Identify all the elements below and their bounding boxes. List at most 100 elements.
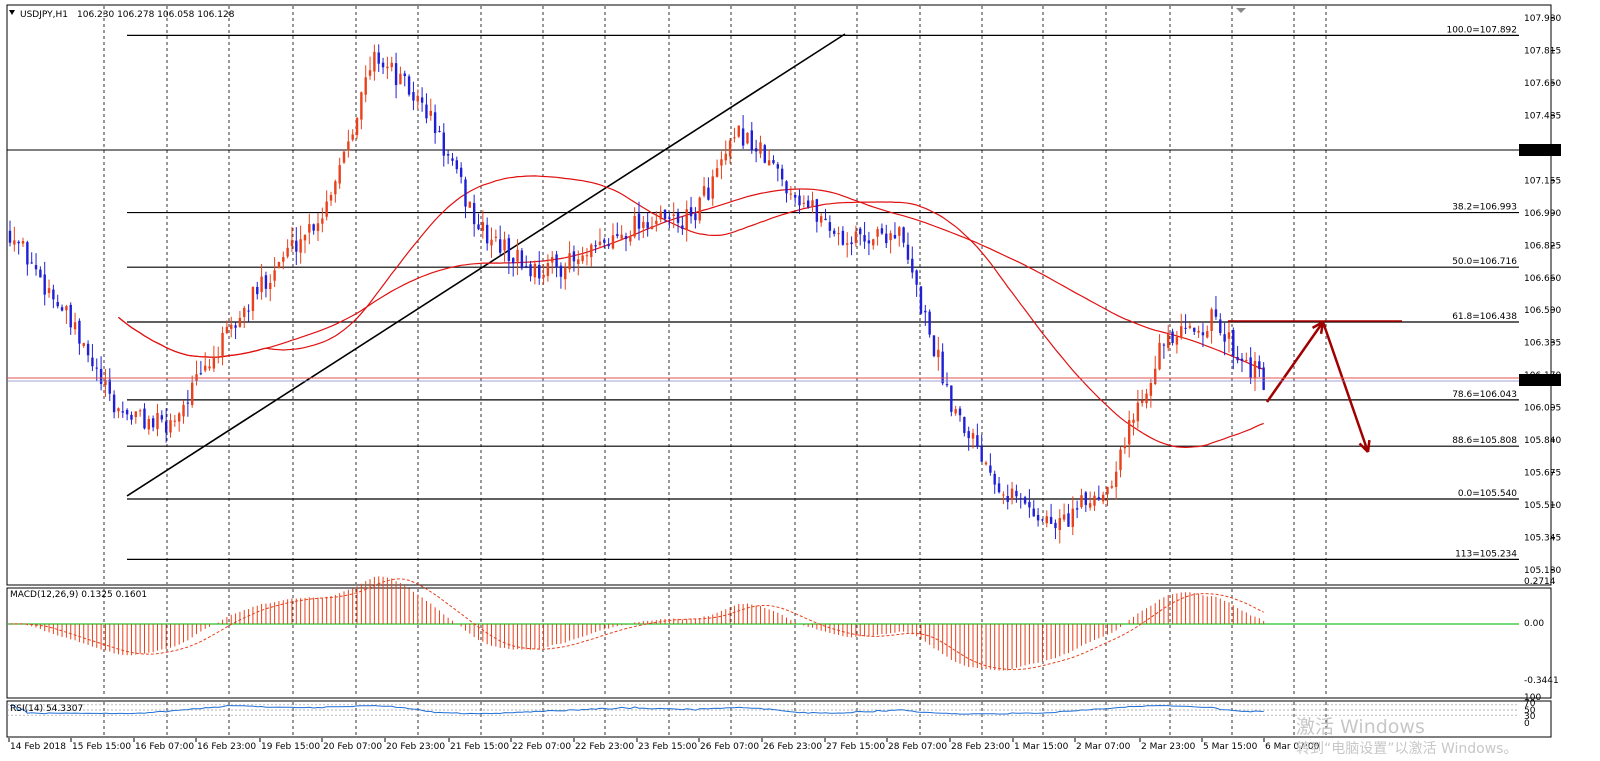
candle-body xyxy=(806,200,810,208)
price-axis-label: 105.180 xyxy=(1524,566,1561,576)
candle-body xyxy=(1062,514,1066,520)
candle-body xyxy=(1088,503,1092,508)
candle-body xyxy=(386,66,389,69)
candle-body xyxy=(243,307,246,317)
candle-body xyxy=(1227,332,1231,339)
candle-body xyxy=(30,262,33,264)
candle-body xyxy=(1049,516,1053,524)
candle-body xyxy=(950,385,953,412)
time-axis-label: 22 Feb 23:00 xyxy=(575,742,634,752)
candle-body xyxy=(481,222,485,231)
candle-body xyxy=(932,335,936,357)
candle-body xyxy=(624,236,628,239)
candle-body xyxy=(867,240,871,244)
candle-body xyxy=(655,220,658,225)
candle-body xyxy=(607,244,610,247)
candle-body xyxy=(446,154,450,156)
candle-body xyxy=(854,231,858,243)
candle-body xyxy=(937,349,940,358)
candle-body xyxy=(637,213,641,229)
candle-body xyxy=(69,304,72,328)
rsi-title: RSI(14) 54.3307 xyxy=(10,704,83,714)
activation-watermark-subtitle: 转到“电脑设置”以激活 Windows。 xyxy=(1296,741,1518,757)
rsi-series-line xyxy=(10,704,1264,715)
candle-body xyxy=(403,73,406,77)
candle-body xyxy=(355,117,359,136)
candle-body xyxy=(1145,393,1148,404)
candle-body xyxy=(230,324,233,329)
candlestick-series xyxy=(8,44,1265,544)
candle-body xyxy=(997,483,1001,493)
candle-body xyxy=(373,51,376,72)
candle-body xyxy=(1201,332,1205,336)
fib-level-label: 61.8=106.438 xyxy=(1452,312,1517,322)
candle-body xyxy=(1175,337,1179,345)
candle-body xyxy=(212,356,216,369)
time-axis-label: 28 Feb 07:00 xyxy=(888,742,947,752)
candle-body xyxy=(477,224,480,230)
candle-body xyxy=(1080,495,1083,508)
candle-body xyxy=(1197,330,1200,333)
ohlc-label: 106.230 106.278 106.058 106.128 xyxy=(77,10,235,20)
candle-body xyxy=(672,214,675,216)
candle-body xyxy=(1214,309,1218,317)
price-axis-label: 107.815 xyxy=(1524,47,1561,57)
forecast-arrows[interactable] xyxy=(1265,320,1371,453)
candle-body xyxy=(533,263,537,278)
fibonacci-retracement[interactable]: 100.0=107.892 38.2=106.993 50.0=106.716 61.… xyxy=(127,25,1519,560)
candle-body xyxy=(442,132,445,156)
candle-body xyxy=(17,241,20,244)
forecast-arrow-up xyxy=(1265,321,1325,403)
candle-body xyxy=(598,241,602,245)
candle-body xyxy=(490,239,493,246)
candle-body xyxy=(117,408,120,412)
candle-body xyxy=(1023,497,1027,504)
candle-body xyxy=(741,128,745,146)
candle-body xyxy=(785,181,788,194)
candle-body xyxy=(86,343,90,356)
candle-body xyxy=(1097,497,1101,500)
candle-body xyxy=(529,264,532,277)
candle-body xyxy=(568,253,571,270)
candle-body xyxy=(694,213,697,221)
candle-body xyxy=(1162,344,1166,346)
macd-signal-line xyxy=(9,578,1264,671)
candle-body xyxy=(125,409,129,415)
candle-body xyxy=(13,240,16,245)
candle-body xyxy=(585,255,589,257)
candle-body xyxy=(82,343,85,346)
candle-body xyxy=(143,408,146,429)
rsi-axis-label: 30 xyxy=(1524,712,1536,722)
candle-body xyxy=(689,207,693,217)
candle-body xyxy=(698,197,701,221)
triangle-down-icon[interactable] xyxy=(9,10,15,15)
candle-body xyxy=(711,176,714,199)
trend-lines[interactable] xyxy=(7,33,1519,497)
candle-body xyxy=(1167,333,1170,348)
candle-body xyxy=(1136,402,1140,422)
candle-body xyxy=(169,420,172,433)
candle-body xyxy=(1141,400,1144,404)
fib-level-label: 88.6=105.808 xyxy=(1452,436,1517,446)
candle-body xyxy=(225,326,229,333)
candle-body xyxy=(256,286,259,295)
candle-body xyxy=(859,228,862,235)
candle-body xyxy=(811,200,814,207)
candle-body xyxy=(295,240,298,252)
chart-shift-marker-icon[interactable] xyxy=(1236,8,1246,13)
candle-body xyxy=(455,160,459,170)
candle-body xyxy=(1240,358,1244,361)
candle-body xyxy=(260,276,263,293)
candle-body xyxy=(906,244,910,260)
candle-body xyxy=(173,420,177,422)
candle-body xyxy=(1032,508,1035,517)
price-axis-label: 105.675 xyxy=(1524,468,1561,478)
candle-body xyxy=(941,351,944,384)
candle-body xyxy=(1123,445,1127,449)
candle-body xyxy=(629,236,632,242)
candle-body xyxy=(1236,357,1239,361)
candle-body xyxy=(1119,449,1122,471)
time-axis: 14 Feb 2018 15 Feb 15:00 16 Feb 07:00 16 Fe… xyxy=(8,738,1320,752)
candle-body xyxy=(564,268,567,280)
